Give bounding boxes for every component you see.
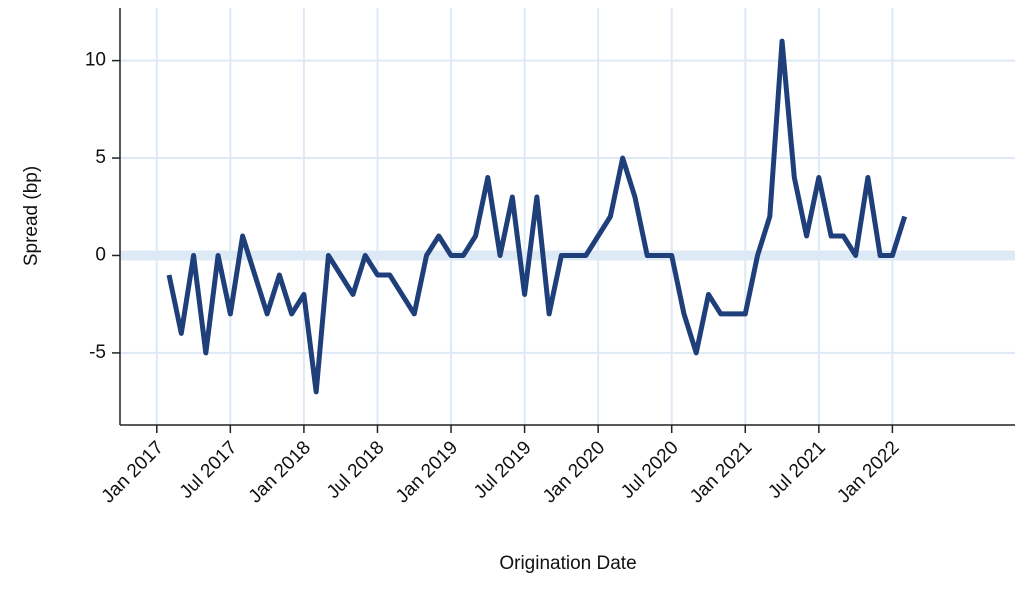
x-tick-label: Jan 2021 [686, 437, 756, 507]
line-series [166, 38, 908, 395]
y-axis-label: Spread (bp) [21, 166, 42, 266]
y-tick-label: 5 [95, 147, 106, 168]
x-tick-label: Jan 2019 [392, 437, 462, 507]
y-tick-label: 10 [85, 50, 106, 71]
x-tick-label: Jul 2021 [764, 437, 830, 503]
x-tick-label: Jan 2017 [98, 437, 168, 507]
x-tick-label: Jul 2018 [323, 437, 389, 503]
x-tick-label: Jan 2018 [245, 437, 315, 507]
x-axis-label: Origination Date [499, 553, 636, 574]
y-tick-label: 0 [95, 244, 106, 265]
y-tick-label: -5 [89, 342, 106, 363]
x-tick-label: Jul 2017 [176, 437, 242, 503]
x-tick-label: Jul 2019 [470, 437, 536, 503]
x-tick-label: Jul 2020 [617, 437, 683, 503]
x-tick-label: Jan 2022 [833, 437, 903, 507]
x-tick-label: Jan 2020 [539, 437, 609, 507]
